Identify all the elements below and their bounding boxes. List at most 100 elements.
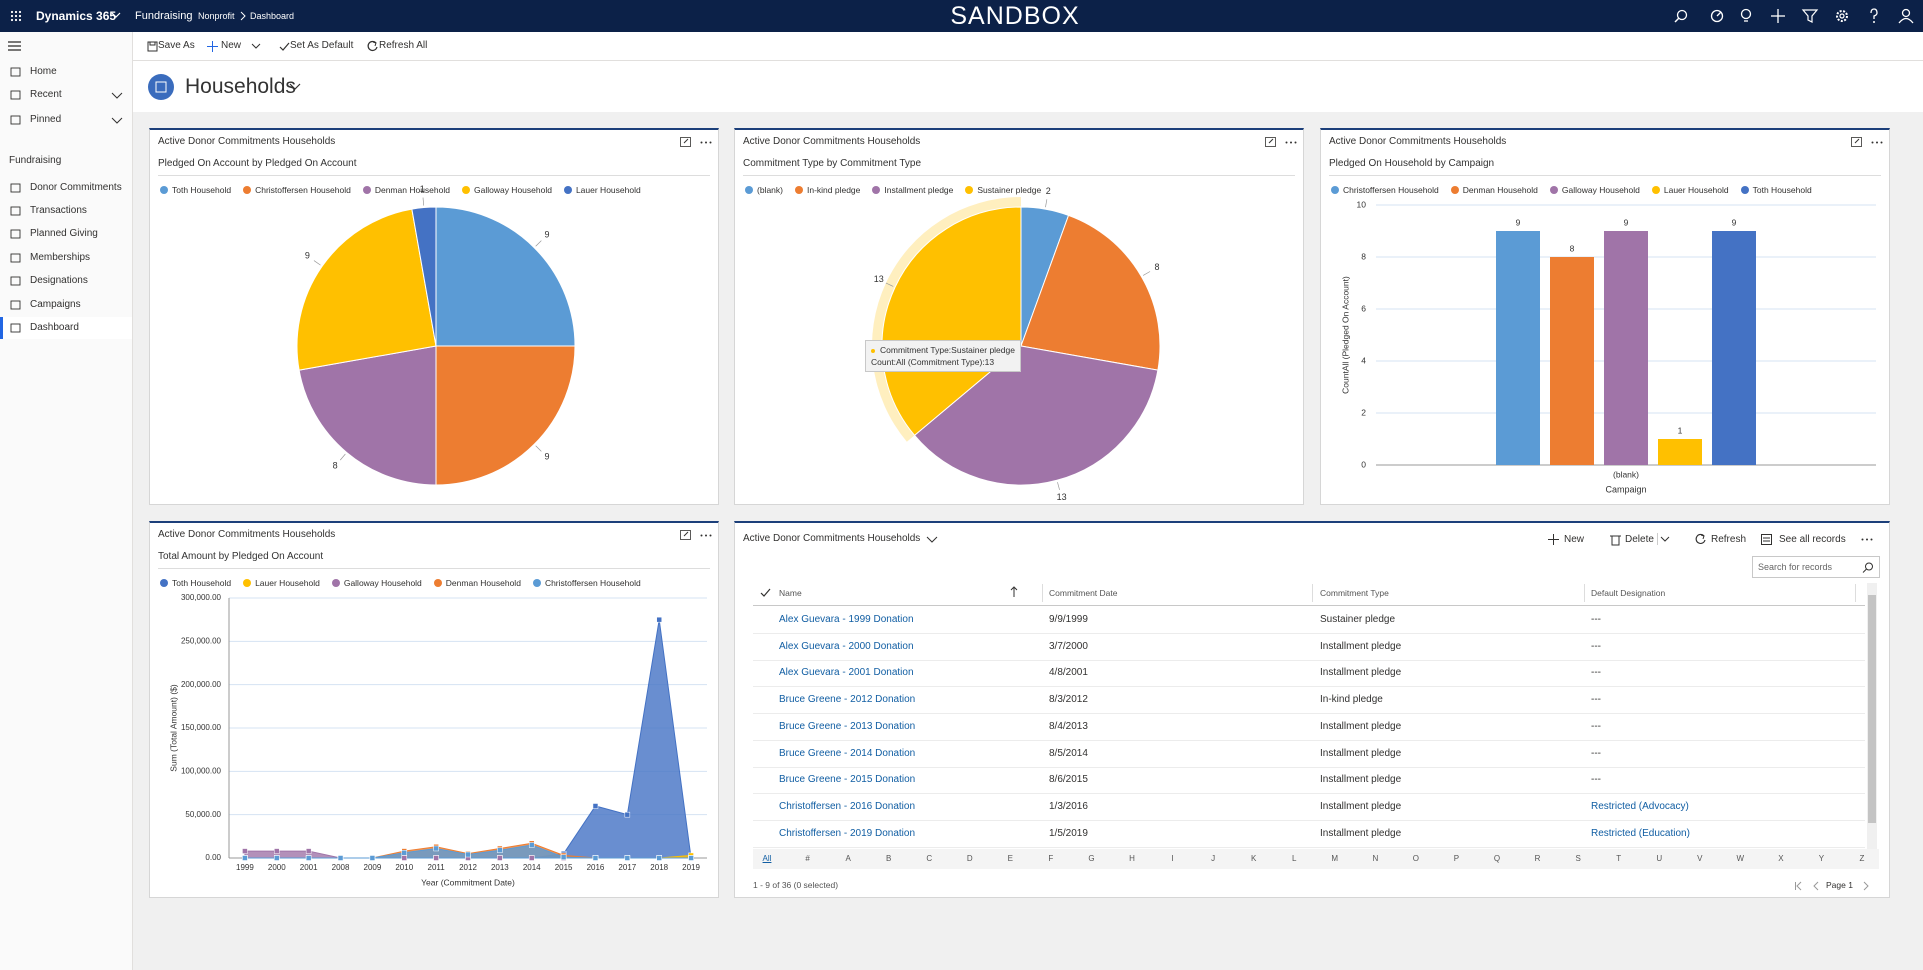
breadcrumb[interactable]: Dashboard	[250, 11, 295, 21]
command-button[interactable]: Set As Default	[290, 40, 354, 51]
view-chevron[interactable]	[926, 536, 938, 543]
next-page[interactable]	[1863, 881, 1869, 891]
nav-item[interactable]: Campaigns	[30, 299, 81, 310]
search-box[interactable]: Search for records	[1752, 556, 1880, 578]
nav-item[interactable]: Planned Giving	[30, 228, 98, 239]
jump-letter[interactable]: D	[966, 854, 973, 863]
legend-item[interactable]: Galloway Household	[461, 185, 552, 195]
legend-item[interactable]: Lauer Household	[243, 578, 320, 588]
column-header[interactable]: Name	[779, 588, 802, 598]
jump-letter[interactable]: V	[1697, 854, 1703, 863]
grid-command[interactable]: New	[1564, 534, 1585, 545]
app-launcher[interactable]	[10, 10, 22, 22]
jump-letter[interactable]: M	[1331, 854, 1339, 863]
record-link[interactable]: Bruce Greene - 2012 Donation	[779, 694, 916, 706]
expand-button[interactable]	[680, 137, 691, 147]
legend-item[interactable]: Christoffersen Household	[1331, 185, 1439, 195]
nav-item[interactable]: Memberships	[30, 252, 91, 263]
more-button[interactable]	[700, 534, 712, 537]
expand-button[interactable]	[1265, 137, 1276, 147]
jump-letter[interactable]: O	[1412, 854, 1419, 863]
jump-letter[interactable]: Q	[1493, 854, 1501, 863]
jump-letter[interactable]: Y	[1818, 854, 1825, 863]
jump-letter[interactable]: E	[1007, 854, 1013, 863]
expand-button[interactable]	[1851, 137, 1862, 147]
jump-letter[interactable]: N	[1372, 854, 1379, 863]
grid-more[interactable]	[1861, 538, 1873, 541]
jump-letter[interactable]: S	[1575, 854, 1581, 863]
grid-command[interactable]: Delete	[1625, 534, 1654, 545]
area-name[interactable]: Fundraising	[135, 10, 193, 22]
legend-item[interactable]: (blank)	[745, 185, 783, 195]
legend-item[interactable]: Lauer Household	[563, 185, 641, 195]
jump-letter[interactable]: Z	[1859, 854, 1865, 863]
legend-item[interactable]: Denman Household	[1450, 185, 1538, 195]
previous-page[interactable]	[1813, 881, 1819, 891]
legend-item[interactable]: Lauer Household	[1651, 185, 1729, 195]
delete-chevron[interactable]	[1660, 536, 1670, 542]
legend-item[interactable]: Christoffersen Household	[532, 578, 641, 588]
column-header[interactable]: Commitment Date	[1049, 588, 1118, 598]
jump-letter[interactable]: L	[1291, 854, 1297, 863]
legend-item[interactable]: Galloway Household	[1549, 185, 1640, 195]
jump-letter[interactable]: H	[1129, 854, 1135, 863]
breadcrumb[interactable]: Nonprofit	[198, 11, 235, 21]
scrollbar-thumb[interactable]	[1868, 595, 1876, 823]
record-link[interactable]: Alex Guevara - 2001 Donation	[779, 667, 914, 679]
jump-letter[interactable]: K	[1250, 854, 1257, 863]
legend-item[interactable]: In-kind pledge	[794, 185, 860, 195]
legend-item[interactable]: Sustainer pledge	[965, 185, 1041, 195]
record-link[interactable]: Bruce Greene - 2015 Donation	[779, 774, 916, 786]
column-header[interactable]: Default Designation	[1591, 588, 1666, 598]
jump-letter[interactable]: W	[1736, 854, 1745, 863]
header-button[interactable]	[1710, 9, 1724, 23]
column-header[interactable]: Commitment Type	[1320, 588, 1389, 598]
dashboard-chevron[interactable]	[289, 83, 301, 90]
first-page[interactable]	[1795, 881, 1803, 891]
app-switch-chevron[interactable]	[111, 12, 121, 19]
jump-letter[interactable]: J	[1211, 854, 1216, 863]
expand-button[interactable]	[680, 530, 691, 540]
command-chevron[interactable]	[251, 43, 261, 49]
jump-letter[interactable]: P	[1453, 854, 1460, 863]
command-button[interactable]: Refresh All	[379, 40, 428, 51]
grid-command[interactable]: See all records	[1779, 534, 1846, 545]
legend-item[interactable]: Toth Household	[1740, 185, 1812, 195]
nav-chevron[interactable]	[111, 92, 123, 99]
jump-letter[interactable]: G	[1088, 854, 1095, 863]
record-link[interactable]: Alex Guevara - 2000 Donation	[779, 640, 914, 652]
nav-item[interactable]: Donor Commitments	[30, 182, 122, 193]
header-button[interactable]	[1801, 9, 1819, 23]
more-button[interactable]	[1285, 141, 1297, 144]
record-link[interactable]: Bruce Greene - 2013 Donation	[779, 720, 916, 732]
nav-item[interactable]: Dashboard	[30, 322, 79, 333]
legend-item[interactable]: Toth Household	[160, 578, 231, 588]
header-button[interactable]	[1674, 9, 1689, 23]
legend-item[interactable]: Denman Household	[433, 578, 521, 588]
grid-title[interactable]: Active Donor Commitments Households	[743, 533, 921, 544]
select-all[interactable]	[760, 588, 771, 597]
record-link[interactable]: Christoffersen - 2019 Donation	[779, 827, 916, 839]
grid-command[interactable]: Refresh	[1711, 534, 1747, 545]
jump-letter[interactable]: I	[1171, 854, 1174, 863]
header-button[interactable]	[1898, 8, 1914, 24]
jump-letter[interactable]: F	[1048, 854, 1054, 863]
command-button[interactable]: Save As	[158, 40, 195, 51]
legend-item[interactable]: Installment pledge	[872, 185, 953, 195]
nav-item[interactable]: Transactions	[30, 205, 87, 216]
header-button[interactable]	[1739, 8, 1753, 23]
legend-item[interactable]: Denman Household	[362, 185, 450, 195]
record-link[interactable]: Restricted (Advocacy)	[1591, 800, 1689, 812]
header-button[interactable]	[1771, 9, 1785, 23]
legend-item[interactable]: Toth Household	[160, 185, 231, 195]
nav-chevron[interactable]	[111, 117, 123, 124]
hamburger[interactable]	[8, 41, 21, 51]
app-name[interactable]: Dynamics 365	[36, 9, 117, 23]
record-link[interactable]: Restricted (Education)	[1591, 827, 1690, 839]
jump-letter[interactable]: A	[845, 854, 851, 863]
jump-letter[interactable]: All	[762, 854, 772, 863]
jump-letter[interactable]: C	[926, 854, 933, 863]
record-link[interactable]: Bruce Greene - 2014 Donation	[779, 747, 916, 759]
search-button[interactable]	[1862, 562, 1874, 573]
jump-letter[interactable]: R	[1534, 854, 1541, 863]
